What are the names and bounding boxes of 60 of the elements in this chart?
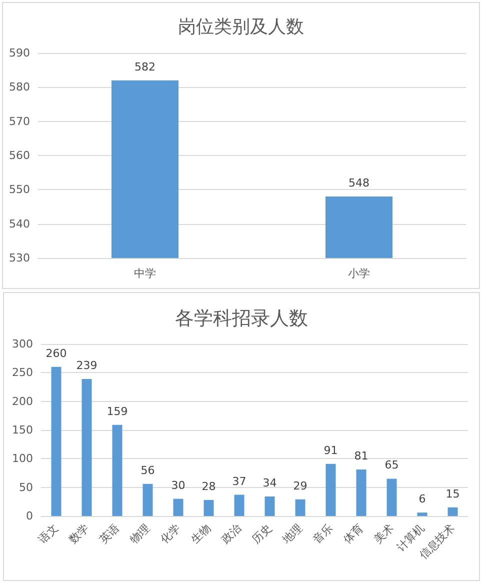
y-tick-label: 250 — [12, 366, 33, 380]
bar — [204, 500, 214, 516]
x-tick-label: 美术 — [372, 521, 396, 546]
x-tick-label: 历史 — [250, 521, 274, 546]
bar — [356, 470, 366, 516]
data-label: 91 — [324, 444, 338, 457]
y-tick-label: 570 — [9, 114, 30, 128]
y-tick-label: 200 — [12, 394, 33, 408]
bar — [142, 484, 153, 516]
data-label: 56 — [140, 464, 155, 477]
y-tick-label: 100 — [12, 452, 33, 466]
y-tick-label: 530 — [9, 252, 30, 264]
x-tick-label: 数学 — [66, 521, 92, 546]
bar — [448, 507, 458, 516]
data-label: 28 — [202, 480, 216, 493]
bar — [295, 499, 306, 516]
data-label: 34 — [262, 476, 277, 490]
x-tick-label: 体育 — [341, 521, 366, 546]
y-tick-label: 300 — [12, 338, 33, 350]
chart-title: 岗位类别及人数 — [178, 16, 304, 38]
bar — [173, 498, 184, 516]
y-tick-label: 550 — [9, 183, 30, 196]
x-tick-label: 生物 — [188, 521, 214, 546]
y-tick-label: 590 — [9, 46, 30, 60]
bar — [417, 512, 428, 516]
y-tick-label: 540 — [9, 217, 30, 230]
data-label: 6 — [418, 492, 426, 506]
x-tick-label: 中学 — [134, 267, 156, 280]
y-tick-label: 150 — [12, 424, 33, 436]
x-tick-label: 化学 — [158, 521, 183, 546]
data-label: 260 — [46, 346, 67, 360]
y-tick-label: 560 — [9, 149, 30, 162]
data-label: 37 — [232, 474, 246, 488]
x-tick-label: 语文 — [36, 521, 61, 546]
data-label: 159 — [106, 404, 128, 418]
x-tick-label: 物理 — [128, 521, 152, 546]
y-tick-label: 50 — [19, 480, 33, 494]
x-tick-label: 英语 — [97, 521, 122, 546]
x-tick-label: 小学 — [348, 267, 370, 280]
x-tick-label: 地理 — [279, 521, 305, 547]
x-tick-label: 音乐 — [310, 521, 336, 546]
data-label: 239 — [76, 358, 98, 372]
data-label: 582 — [134, 60, 156, 74]
data-label: 29 — [293, 479, 308, 492]
data-label: 65 — [384, 458, 399, 472]
data-label: 548 — [348, 176, 370, 190]
x-tick-label: 政治 — [219, 521, 244, 546]
bar — [386, 478, 397, 516]
bar — [264, 496, 275, 516]
y-tick-label: 580 — [9, 80, 30, 94]
bar — [82, 378, 92, 516]
data-label: 15 — [446, 487, 460, 500]
bar — [326, 464, 336, 516]
chart-title: 各学科招录人数 — [175, 308, 308, 330]
bar — [112, 424, 122, 516]
data-label: 81 — [354, 450, 368, 463]
data-label: 30 — [171, 478, 186, 492]
y-tick-label: 0 — [26, 510, 33, 522]
bar — [51, 366, 62, 516]
bar — [234, 494, 244, 516]
